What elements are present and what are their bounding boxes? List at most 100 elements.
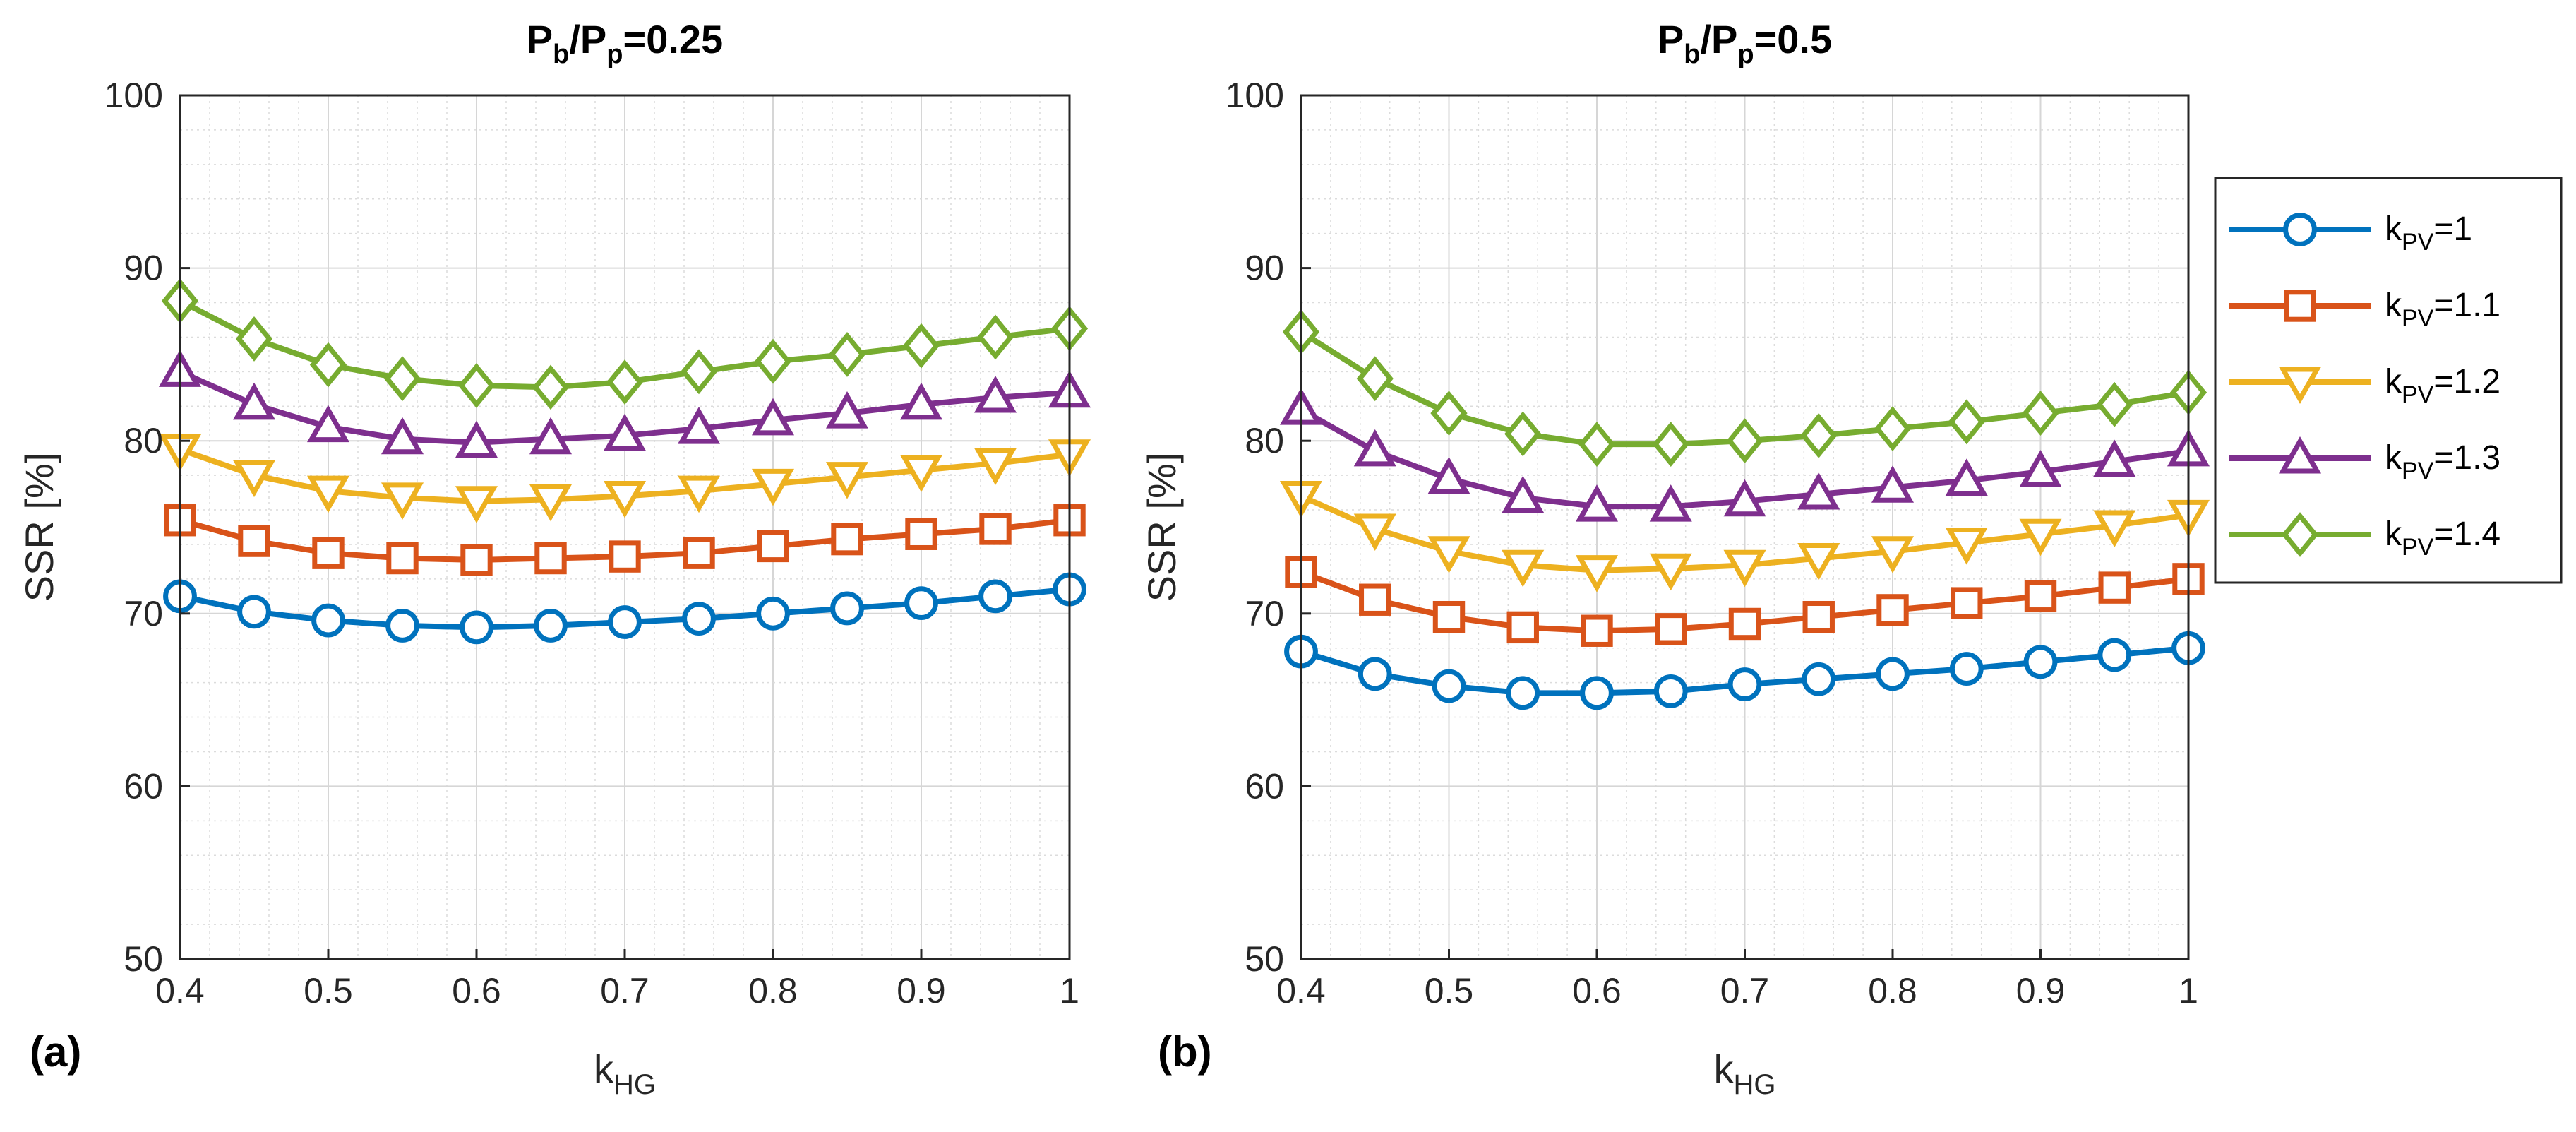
data-point <box>457 363 496 408</box>
data-point <box>1432 600 1466 633</box>
y-tick-label: 50 <box>1245 939 1284 979</box>
data-point <box>1649 553 1692 591</box>
data-point <box>1802 662 1836 696</box>
data-point <box>2097 638 2132 672</box>
data-point <box>1726 418 1763 464</box>
data-point <box>1652 422 1689 467</box>
data-point <box>306 405 350 443</box>
panel-a-title: Pb/Pp=0.25 <box>527 17 723 69</box>
data-point <box>756 596 790 631</box>
y-tick-label: 90 <box>1245 249 1284 288</box>
data-point <box>1876 594 1909 626</box>
series-2 <box>1285 556 2205 647</box>
data-point <box>603 480 647 518</box>
data-point <box>1575 484 1619 522</box>
x-tick-label: 1 <box>1060 971 1079 1011</box>
data-point <box>974 448 1017 486</box>
legend-label-5: kPV=1.4 <box>2385 516 2500 561</box>
x-tick-label: 0.4 <box>155 971 205 1011</box>
data-point <box>2023 645 2058 679</box>
legend-label-1: kPV=1 <box>2385 210 2472 256</box>
data-point <box>902 323 940 369</box>
data-point <box>381 417 424 455</box>
x-tick-label: 0.8 <box>1868 971 1917 1011</box>
x-tick-label: 0.8 <box>748 971 798 1011</box>
x-tick-label: 0.9 <box>897 971 946 1011</box>
data-point <box>899 382 943 420</box>
data-point <box>1802 600 1835 633</box>
y-tick-label: 60 <box>1245 766 1284 806</box>
data-point <box>1945 528 1988 565</box>
data-point <box>683 537 715 569</box>
data-point <box>606 359 644 405</box>
data-point <box>455 420 498 458</box>
data-point <box>608 605 642 639</box>
series-5 <box>161 278 1089 410</box>
panel-b-ylabel: SSR [%] <box>1139 453 1184 602</box>
legend-marker <box>2283 213 2317 246</box>
data-point <box>238 525 270 557</box>
data-point <box>2093 439 2136 477</box>
panel-b: 0.4 0.5 0.6 0.7 0.8 0.9 1 50 60 70 80 90 100 Pb/Pp=0… <box>1139 17 2210 1100</box>
data-point <box>1951 587 1983 619</box>
y-tick-label: 50 <box>124 939 163 979</box>
data-point <box>455 486 498 523</box>
data-point <box>237 595 271 629</box>
data-point <box>312 537 345 569</box>
data-point <box>2019 450 2062 487</box>
x-tick-label: 0.5 <box>304 971 353 1011</box>
data-point <box>751 398 795 436</box>
data-point <box>309 342 347 388</box>
data-point <box>825 462 869 499</box>
data-point <box>905 518 937 550</box>
panel-b-ticks: 0.4 0.5 0.6 0.7 0.8 0.9 1 50 60 70 80 90 100 <box>1226 76 2198 1011</box>
data-point <box>2093 510 2136 548</box>
data-point <box>1874 406 1912 452</box>
legend-label-4: kPV=1.3 <box>2385 439 2500 484</box>
panel-a-xlabel: kHG <box>594 1047 656 1100</box>
data-point <box>1578 422 1616 467</box>
y-tick-label: 100 <box>104 76 163 115</box>
data-point <box>1797 472 1840 510</box>
data-point <box>1723 479 1766 517</box>
data-point <box>757 530 789 563</box>
data-point <box>680 349 718 395</box>
data-point <box>1876 657 1910 691</box>
data-point <box>235 316 273 362</box>
data-point <box>386 542 419 575</box>
legend-label-3: kPV=1.2 <box>2385 363 2500 408</box>
data-point <box>1502 549 1545 588</box>
legend-marker <box>2278 367 2322 405</box>
data-point <box>2019 518 2062 556</box>
y-tick-label: 90 <box>124 249 163 288</box>
data-point <box>754 338 792 384</box>
data-point <box>385 609 419 643</box>
data-point <box>1502 475 1545 513</box>
panel-a-label: (a) <box>30 1028 81 1076</box>
legend-marker <box>2281 512 2319 557</box>
data-point <box>2024 580 2057 613</box>
legend-marker <box>2278 436 2322 474</box>
data-point <box>1723 549 1766 588</box>
panel-b-xlabel: kHG <box>1714 1047 1776 1100</box>
panel-a-ylabel: SSR [%] <box>17 453 61 602</box>
data-point <box>1356 356 1394 402</box>
y-tick-label: 70 <box>124 594 163 633</box>
y-tick-label: 100 <box>1226 76 1284 115</box>
data-point <box>1358 657 1392 691</box>
data-point <box>1575 555 1619 592</box>
data-point <box>2098 571 2131 604</box>
data-point <box>1427 456 1470 494</box>
x-tick-label: 0.7 <box>1720 971 1770 1011</box>
panel-a-series <box>158 278 1091 645</box>
data-point <box>1359 583 1391 616</box>
x-tick-label: 1 <box>2179 971 2198 1011</box>
y-tick-label: 80 <box>1245 421 1284 460</box>
x-tick-label: 0.7 <box>600 971 649 1011</box>
data-point <box>1800 412 1838 458</box>
data-point <box>609 540 641 573</box>
data-point <box>1653 674 1688 708</box>
data-point <box>532 364 570 410</box>
series-5 <box>1282 309 2207 467</box>
data-point <box>603 413 647 451</box>
